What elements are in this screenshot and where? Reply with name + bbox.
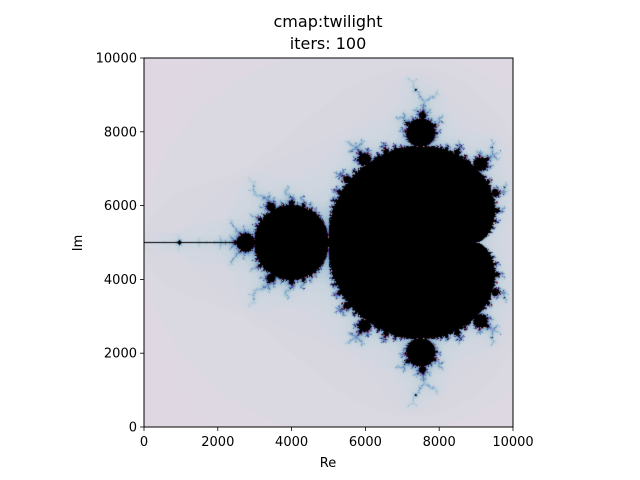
x-tick-label: 0	[140, 435, 148, 450]
x-tick-label: 4000	[275, 435, 308, 450]
heatmap-image	[144, 58, 513, 427]
y-axis-ticks: 0 2000 4000 6000 8000 10000	[96, 52, 144, 436]
x-tick-label: 8000	[423, 435, 456, 450]
x-axis-ticks: 0 2000 4000 6000 8000 10000	[140, 427, 534, 450]
y-axis-label: Im	[71, 235, 86, 252]
y-tick-label: 10000	[96, 52, 137, 67]
x-tick-label: 10000	[492, 435, 533, 450]
plot-frame	[143, 57, 514, 428]
y-tick-label: 6000	[104, 199, 137, 214]
chart-title-line-2: iters: 100	[290, 34, 367, 53]
x-axis-label: Re	[320, 456, 336, 471]
x-tick-label: 2000	[201, 435, 234, 450]
x-tick-label: 6000	[349, 435, 382, 450]
y-tick-label: 2000	[104, 347, 137, 362]
y-tick-label: 8000	[104, 125, 137, 140]
y-tick-label: 0	[129, 421, 137, 436]
y-tick-label: 4000	[104, 273, 137, 288]
chart-title-line-1: cmap:twilight	[274, 12, 383, 31]
